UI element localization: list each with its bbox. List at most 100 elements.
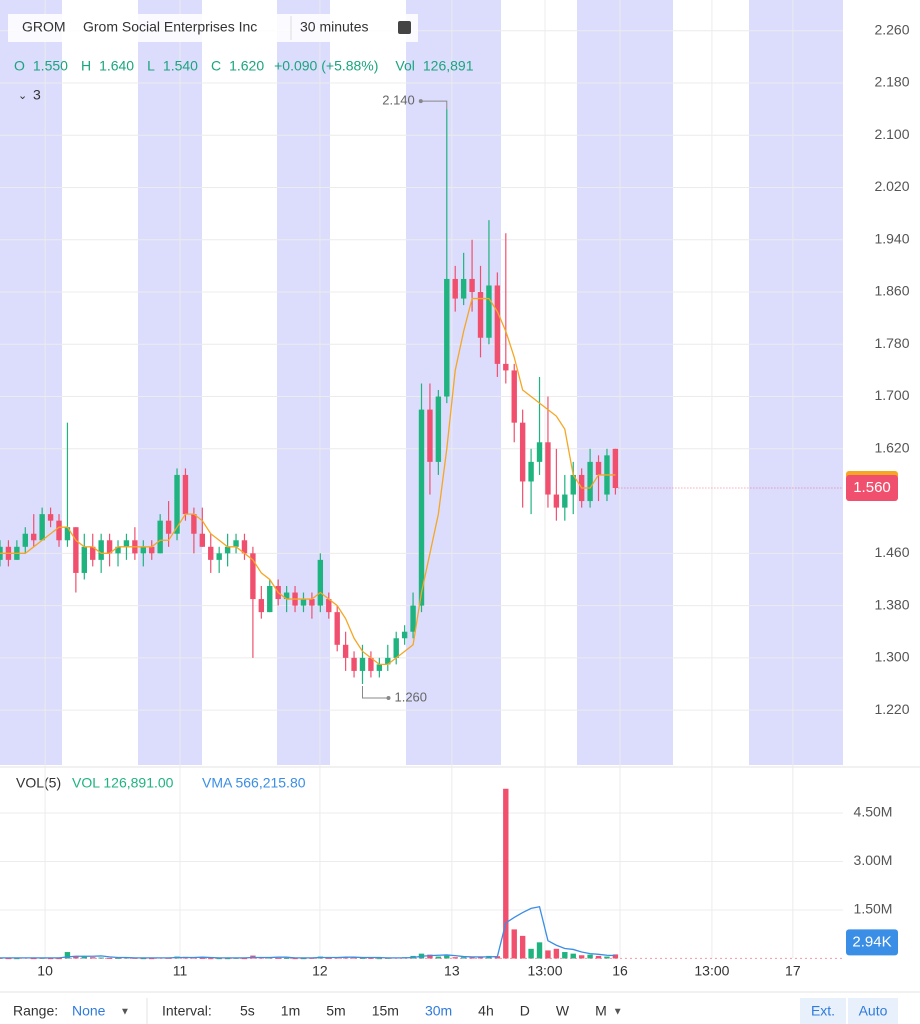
candle-body	[241, 540, 248, 554]
volume-bar	[81, 956, 87, 959]
y-tick-label: 1.220	[874, 701, 909, 717]
candle-body	[106, 540, 113, 554]
candle-body	[376, 664, 383, 671]
candle-body	[98, 540, 104, 560]
candle-body	[56, 520, 62, 541]
change: +0.090 (+5.88%)	[274, 58, 378, 74]
interval-option[interactable]: 5s	[240, 1003, 255, 1019]
candle-body	[536, 442, 543, 462]
y-tick-label: 1.940	[874, 230, 909, 246]
candle-body	[385, 657, 391, 665]
candle-body	[494, 285, 501, 364]
y-tick-label: 1.50M	[854, 901, 893, 917]
toolbar: Range: None ▼ Interval: Ext. Auto	[13, 1003, 888, 1019]
candle-body	[216, 553, 222, 560]
volume-bar	[562, 952, 568, 959]
interval-option[interactable]: 30m	[425, 1003, 452, 1019]
candle-body	[149, 546, 155, 554]
symbol: GROM	[22, 19, 66, 35]
volume-bar	[224, 958, 231, 960]
y-tick-label: 1.460	[874, 544, 909, 560]
annotation-connector	[361, 685, 389, 699]
volume-bar	[5, 958, 12, 960]
indicator-count[interactable]: 3	[33, 87, 41, 103]
candle-body	[401, 631, 408, 639]
volume-bar	[587, 954, 593, 959]
candle-body	[469, 278, 475, 293]
candle-body	[47, 514, 54, 521]
candle-body	[73, 527, 79, 573]
candle-body	[553, 494, 560, 508]
candle-body	[326, 599, 332, 613]
interval-option[interactable]: 1m	[281, 1003, 300, 1019]
volume-bar	[578, 955, 585, 959]
vol-label: Vol	[395, 58, 414, 74]
last-price-label: 1.560	[853, 479, 891, 496]
ohlc-label: H	[81, 58, 91, 74]
ohlc-label: O	[14, 58, 25, 74]
interval-option[interactable]: W	[556, 1003, 570, 1019]
last-price-badge	[846, 475, 898, 502]
vma-line	[0, 906, 616, 959]
header: GROM Grom Social Enterprises Inc 30 minu…	[8, 14, 418, 103]
range-caret[interactable]: ▼	[120, 1007, 130, 1018]
candle-body	[486, 285, 492, 338]
annotation-connector	[420, 100, 448, 110]
auto-button[interactable]: Auto	[859, 1003, 888, 1019]
x-tick-label: 13	[444, 963, 460, 979]
candle-body	[545, 442, 551, 495]
interval-caret[interactable]: ▼	[613, 1007, 623, 1018]
volume-bar	[115, 957, 121, 959]
vol-value: 126,891	[423, 58, 474, 74]
candle-body	[233, 540, 239, 547]
ma-line	[0, 297, 616, 666]
candle-body	[115, 546, 121, 554]
volume-bar	[494, 956, 501, 959]
range-select[interactable]: None	[72, 1003, 106, 1019]
interval-label: Interval:	[162, 1003, 212, 1019]
x-tick-label: 16	[612, 963, 628, 979]
y-tick-label: 1.380	[874, 596, 909, 612]
range-label: Range:	[13, 1003, 58, 1019]
collapse-icon[interactable]: ⌄	[18, 90, 27, 102]
ext-button[interactable]: Ext.	[811, 1003, 835, 1019]
interval-option[interactable]: M	[595, 1003, 607, 1019]
x-tick-label: 12	[312, 963, 328, 979]
candle-body	[427, 409, 433, 462]
candle-body	[258, 599, 265, 613]
volume-bar	[56, 958, 62, 960]
ohlc-label: C	[211, 58, 221, 74]
candle-body	[39, 514, 45, 541]
interval-option[interactable]: 4h	[478, 1003, 494, 1019]
x-tick-label: 13:00	[694, 963, 729, 979]
volume-bar	[73, 955, 79, 959]
ohlc-label: L	[147, 58, 155, 74]
candle-body	[595, 461, 602, 475]
candle-body	[140, 546, 147, 554]
candle-body	[250, 553, 256, 600]
ohlc-value: 1.640	[99, 58, 134, 74]
interval-option[interactable]: 5m	[326, 1003, 345, 1019]
annotation-label: 1.260	[394, 689, 427, 704]
candle-body	[528, 461, 534, 482]
candle-body	[503, 363, 509, 371]
y-tick-label: 2.260	[874, 21, 909, 37]
candle-body	[22, 533, 28, 547]
vma-value: VMA 566,215.80	[202, 775, 306, 791]
candle-body	[123, 540, 130, 547]
x-tick-label: 13:00	[527, 963, 562, 979]
candle-body	[334, 612, 340, 645]
volume-bar	[326, 957, 332, 959]
candle-body	[165, 520, 172, 534]
interval-option[interactable]: 15m	[372, 1003, 399, 1019]
y-tick-label: 3.00M	[854, 852, 893, 868]
candle-body	[199, 533, 206, 547]
menu-icon[interactable]	[398, 21, 411, 34]
annotation-dot	[418, 99, 423, 104]
candle-body	[300, 599, 307, 606]
y-tick-label: 1.620	[874, 440, 909, 456]
volume-bar	[300, 958, 307, 960]
interval-option[interactable]: D	[520, 1003, 530, 1019]
